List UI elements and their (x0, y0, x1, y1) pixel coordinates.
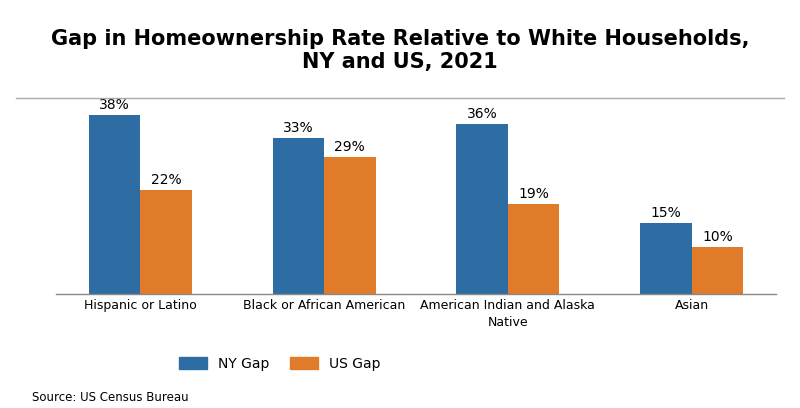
Legend: NY Gap, US Gap: NY Gap, US Gap (174, 351, 386, 377)
Text: 15%: 15% (650, 206, 682, 220)
Text: 29%: 29% (334, 140, 365, 154)
Bar (508, 204, 559, 294)
Bar (273, 138, 324, 294)
Bar (640, 223, 692, 294)
Bar (692, 246, 743, 294)
Text: 36%: 36% (467, 107, 498, 121)
Text: 38%: 38% (99, 98, 130, 112)
Bar (89, 115, 140, 294)
Text: 10%: 10% (702, 230, 733, 244)
Bar (140, 190, 192, 294)
Bar (324, 157, 375, 294)
Bar (457, 124, 508, 294)
Text: Gap in Homeownership Rate Relative to White Households,
NY and US, 2021: Gap in Homeownership Rate Relative to Wh… (50, 29, 750, 72)
Text: 22%: 22% (150, 173, 182, 187)
Text: Source: US Census Bureau: Source: US Census Bureau (32, 391, 189, 404)
Text: 33%: 33% (283, 121, 314, 135)
Text: 19%: 19% (518, 187, 549, 202)
